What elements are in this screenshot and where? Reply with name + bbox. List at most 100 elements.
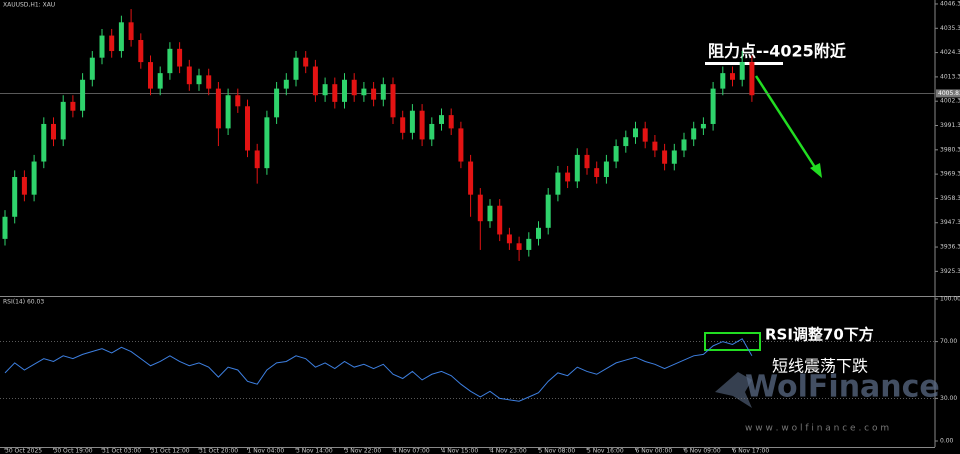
candle-body xyxy=(206,75,212,89)
watermark-url: w w w . w o l f i n a n c e . c o m xyxy=(745,424,889,434)
rsi-line xyxy=(4,338,753,402)
candle-body xyxy=(429,123,435,140)
current-price-label: 4005.83 xyxy=(938,90,960,97)
x-tick-label: 31 Oct 12:00 xyxy=(151,448,190,454)
candle-body xyxy=(2,216,8,239)
candle-body xyxy=(574,154,580,182)
watermark: WolFinance xyxy=(745,370,940,405)
candle-body xyxy=(51,123,56,140)
candle-body xyxy=(536,227,541,239)
y-tick-label: 0.00 xyxy=(940,438,954,445)
candle-body xyxy=(691,128,697,140)
candle-body xyxy=(361,88,367,96)
candle-body xyxy=(41,123,47,162)
candle-body xyxy=(700,123,706,129)
candle-body xyxy=(565,172,571,182)
candle-body xyxy=(409,110,415,133)
candle-body xyxy=(31,161,37,195)
annotation: 短线震荡下跌 xyxy=(772,357,868,376)
candle-body xyxy=(380,84,386,100)
y-tick-label: 3991.30 xyxy=(940,122,960,129)
candle-body xyxy=(516,243,522,250)
x-tick-label: 31 Oct 20:00 xyxy=(199,448,238,454)
candle-body xyxy=(584,154,590,169)
candle-body xyxy=(371,88,377,100)
candle-body xyxy=(662,150,668,164)
y-tick-label: 30.00 xyxy=(940,395,957,402)
arrowhead xyxy=(810,163,822,178)
x-tick-label: 4 Nov 07:00 xyxy=(393,448,430,454)
x-tick-label: 3 Nov 14:00 xyxy=(296,448,333,454)
arrow xyxy=(754,75,820,173)
candle-body xyxy=(80,79,86,111)
x-tick-label: 31 Oct 03:00 xyxy=(102,448,141,454)
candle-body xyxy=(681,139,687,151)
y-tick-label: 3925.30 xyxy=(940,268,960,275)
candle-body xyxy=(89,57,95,80)
candle-body xyxy=(235,95,241,107)
candle-body xyxy=(497,205,503,235)
annotation: RSI调整70下方 xyxy=(765,326,874,344)
candle-body xyxy=(118,22,124,52)
x-tick-label: 5 Nov 08:00 xyxy=(539,448,576,454)
candle-body xyxy=(487,205,493,222)
y-tick-label: 3947.30 xyxy=(940,219,960,226)
candle-body xyxy=(555,172,561,195)
x-tick-label: 5 Nov 16:00 xyxy=(587,448,624,454)
candle-body xyxy=(99,35,105,58)
candle-body xyxy=(390,84,396,118)
candle-body xyxy=(439,115,444,124)
candle-body xyxy=(70,101,76,111)
candle-body xyxy=(312,66,318,96)
candle-body xyxy=(303,57,309,67)
candle-body xyxy=(157,73,163,89)
candle-body xyxy=(545,194,551,228)
candle-body xyxy=(730,73,735,80)
candle-body xyxy=(215,88,221,129)
x-tick-label: 30 Oct 2025 xyxy=(5,448,42,454)
x-tick-label: 6 Nov 17:00 xyxy=(733,448,770,454)
candle-body xyxy=(225,95,231,129)
candle-body xyxy=(458,128,464,162)
y-tick-label: 3958.30 xyxy=(940,195,960,202)
y-tick-label: 4002.30 xyxy=(940,98,960,105)
candle-body xyxy=(506,234,512,244)
candle-body xyxy=(623,137,629,147)
chart-title: XAUUSD,H1: XAU xyxy=(3,2,55,9)
y-tick-label: 70.00 xyxy=(940,338,957,345)
candle-body xyxy=(274,88,280,118)
y-tick-label: 4024.30 xyxy=(940,49,960,56)
candle-body xyxy=(177,48,183,67)
candle-body xyxy=(477,194,483,222)
candle-body xyxy=(21,177,27,195)
x-tick-label: 30 Oct 19:00 xyxy=(54,448,93,454)
candle-body xyxy=(710,88,716,124)
candle-body xyxy=(448,115,454,129)
y-tick-label: 3969.30 xyxy=(940,171,960,178)
y-tick-label: 3980.30 xyxy=(940,146,960,153)
candle-body xyxy=(633,128,638,138)
candle-body xyxy=(739,62,745,80)
candle-body xyxy=(671,150,677,164)
y-tick-label: 100.00 xyxy=(940,296,960,303)
candle-body xyxy=(332,84,338,102)
candle-body xyxy=(293,57,299,80)
candle-body xyxy=(138,39,144,63)
candle-body xyxy=(594,168,600,177)
candle-body xyxy=(254,150,260,169)
candle-body xyxy=(12,177,18,217)
candle-body xyxy=(652,141,658,151)
watermark-logo xyxy=(715,372,752,408)
candle-body xyxy=(720,73,726,89)
candle-body xyxy=(186,66,192,85)
candle-body xyxy=(351,79,357,96)
candle-body xyxy=(109,35,115,52)
candle-body xyxy=(526,238,532,250)
candle-body xyxy=(60,101,66,140)
candle-body xyxy=(264,117,270,169)
candle-body xyxy=(468,161,474,195)
candle-body xyxy=(400,117,406,133)
current-price-box xyxy=(936,89,960,98)
candle-body xyxy=(613,146,619,162)
